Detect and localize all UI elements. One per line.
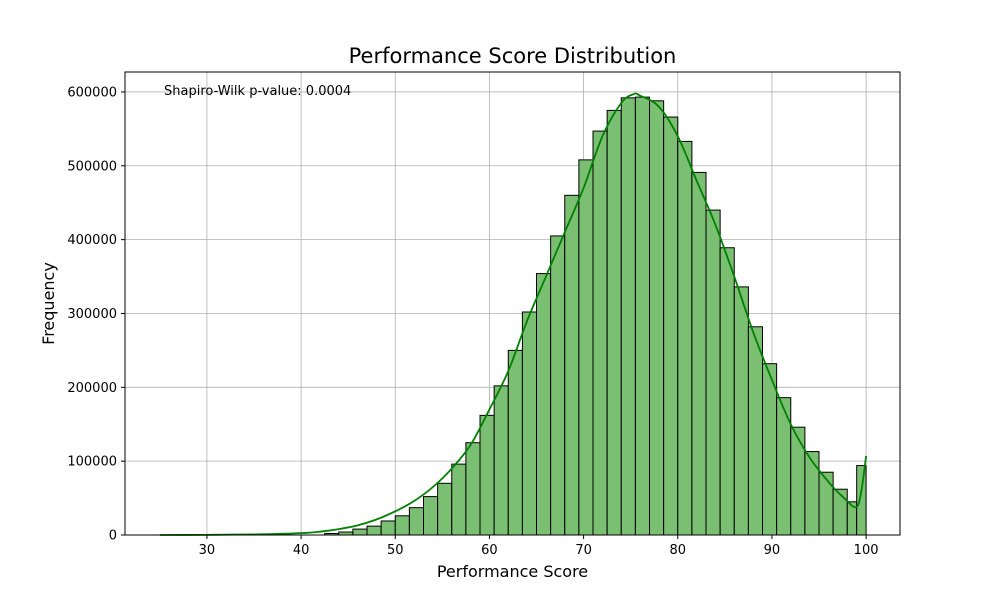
histogram-bar xyxy=(451,463,467,536)
x-axis-label: Performance Score xyxy=(437,562,588,581)
x-tick-label: 60 xyxy=(481,543,498,558)
histogram-bar xyxy=(733,286,749,536)
y-axis-label: Frequency xyxy=(39,262,58,345)
histogram-bar xyxy=(521,311,538,536)
histogram-bar xyxy=(423,496,439,536)
histogram-bar xyxy=(380,520,396,536)
histogram-bar xyxy=(691,171,707,536)
histogram-bar xyxy=(832,488,848,536)
histogram-bar xyxy=(649,100,665,536)
y-tick-label: 600000 xyxy=(67,85,117,100)
histogram-bar xyxy=(564,194,580,536)
histogram-bar xyxy=(550,235,566,536)
histogram-bar xyxy=(408,507,425,536)
y-tick-label: 500000 xyxy=(67,159,117,174)
x-axis-ticks: 30 40 50 60 70 80 90 100 xyxy=(199,535,879,558)
x-tick-label: 30 xyxy=(199,543,216,558)
histogram-bar xyxy=(818,471,834,536)
histogram-bar xyxy=(705,209,721,536)
histogram-bar xyxy=(762,363,778,536)
histogram-bar xyxy=(536,273,552,536)
histogram-bar xyxy=(663,116,679,536)
histogram-bar xyxy=(606,109,622,536)
y-tick-label: 100000 xyxy=(67,455,117,470)
x-tick-label: 40 xyxy=(293,543,310,558)
histogram-bar xyxy=(437,482,453,536)
histogram-bar xyxy=(394,515,410,536)
x-tick-label: 50 xyxy=(387,543,404,558)
y-axis-ticks: 0 100000 200000 300000 400000 500000 600000 xyxy=(67,85,125,544)
shapiro-wilk-annotation: Shapiro-Wilk p-value: 0.0004 xyxy=(164,84,351,99)
x-tick-label: 80 xyxy=(669,543,686,558)
histogram-bar xyxy=(578,159,594,536)
histogram-bar xyxy=(677,140,693,536)
histogram-bar xyxy=(804,451,820,536)
x-tick-label: 100 xyxy=(854,543,879,558)
histogram-bar xyxy=(747,326,764,536)
histogram-bars xyxy=(324,96,867,536)
y-tick-label: 400000 xyxy=(67,233,117,248)
chart-title: Performance Score Distribution xyxy=(349,44,677,68)
y-tick-label: 0 xyxy=(109,529,117,544)
histogram-bar xyxy=(507,349,523,536)
histogram-bar xyxy=(620,97,636,536)
histogram-bar xyxy=(493,385,509,536)
y-tick-label: 300000 xyxy=(67,307,117,322)
histogram-bar xyxy=(790,426,806,536)
histogram-bar xyxy=(465,442,481,536)
histogram-bar xyxy=(479,414,495,536)
plot-frame xyxy=(124,71,901,536)
kde-curve xyxy=(159,92,867,536)
histogram-bar xyxy=(352,528,368,536)
histogram-bar xyxy=(719,247,735,536)
histogram-bar xyxy=(634,96,651,536)
histogram-bar xyxy=(856,465,867,536)
histogram-bar xyxy=(366,525,382,536)
x-tick-label: 70 xyxy=(575,543,592,558)
x-tick-label: 90 xyxy=(764,543,781,558)
histogram-bar xyxy=(592,130,608,536)
y-tick-label: 200000 xyxy=(67,381,117,396)
